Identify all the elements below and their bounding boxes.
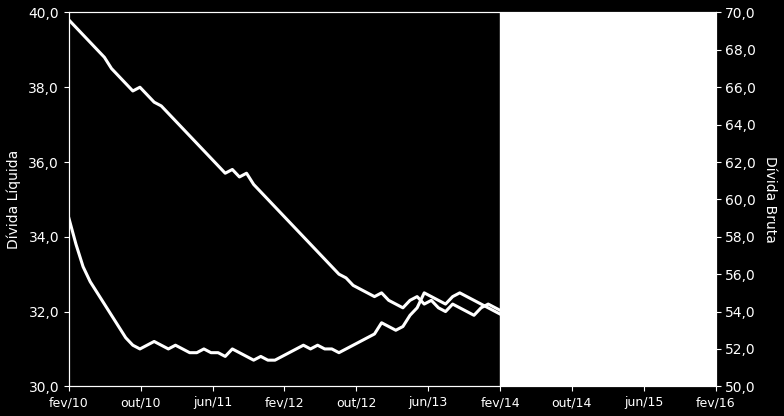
Y-axis label: Dívida Líquida: Dívida Líquida <box>7 150 21 249</box>
Bar <box>500 12 716 386</box>
Y-axis label: Dívida Bruta: Dívida Bruta <box>763 156 777 243</box>
